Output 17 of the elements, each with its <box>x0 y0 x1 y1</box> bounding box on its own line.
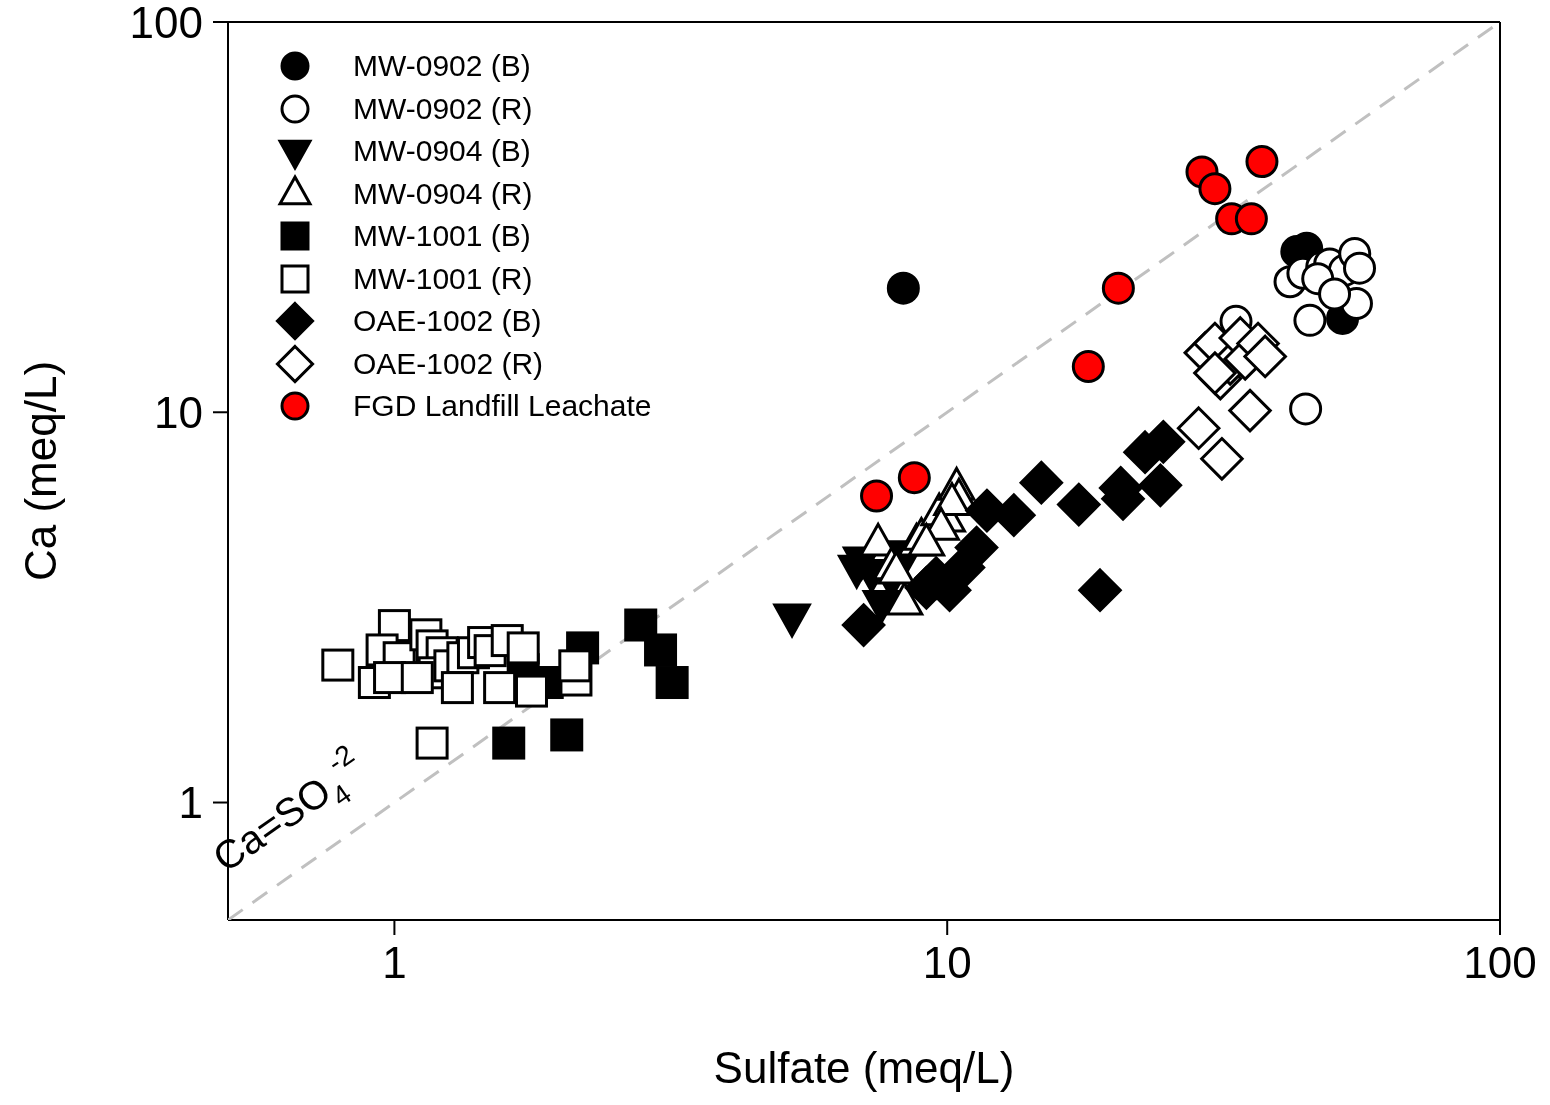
y-axis-title: Ca (meq/L) <box>15 360 65 582</box>
x-tick-label: 100 <box>1463 938 1537 988</box>
y-tick-label: 10 <box>154 387 203 437</box>
y-tick-label: 100 <box>129 0 203 47</box>
x-axis-title: Sulfate (meq/L) <box>713 1043 1015 1092</box>
legend-label: MW-1001 (R) <box>353 261 533 296</box>
y-tick-label: 1 <box>178 778 203 828</box>
legend-label: MW-0902 (B) <box>353 49 531 84</box>
x-tick-label: 1 <box>382 938 407 988</box>
x-tick-label: 10 <box>922 938 972 988</box>
legend-label: FGD Landfill Leachate <box>353 389 652 424</box>
legend-label: MW-0902 (R) <box>353 91 533 126</box>
legend-label: MW-0904 (B) <box>353 134 531 169</box>
legend-label: OAE-1002 (B) <box>353 304 542 339</box>
legend-label: OAE-1002 (R) <box>353 346 544 381</box>
legend-label: MW-1001 (B) <box>353 219 531 254</box>
legend-label: MW-0904 (R) <box>353 176 533 211</box>
